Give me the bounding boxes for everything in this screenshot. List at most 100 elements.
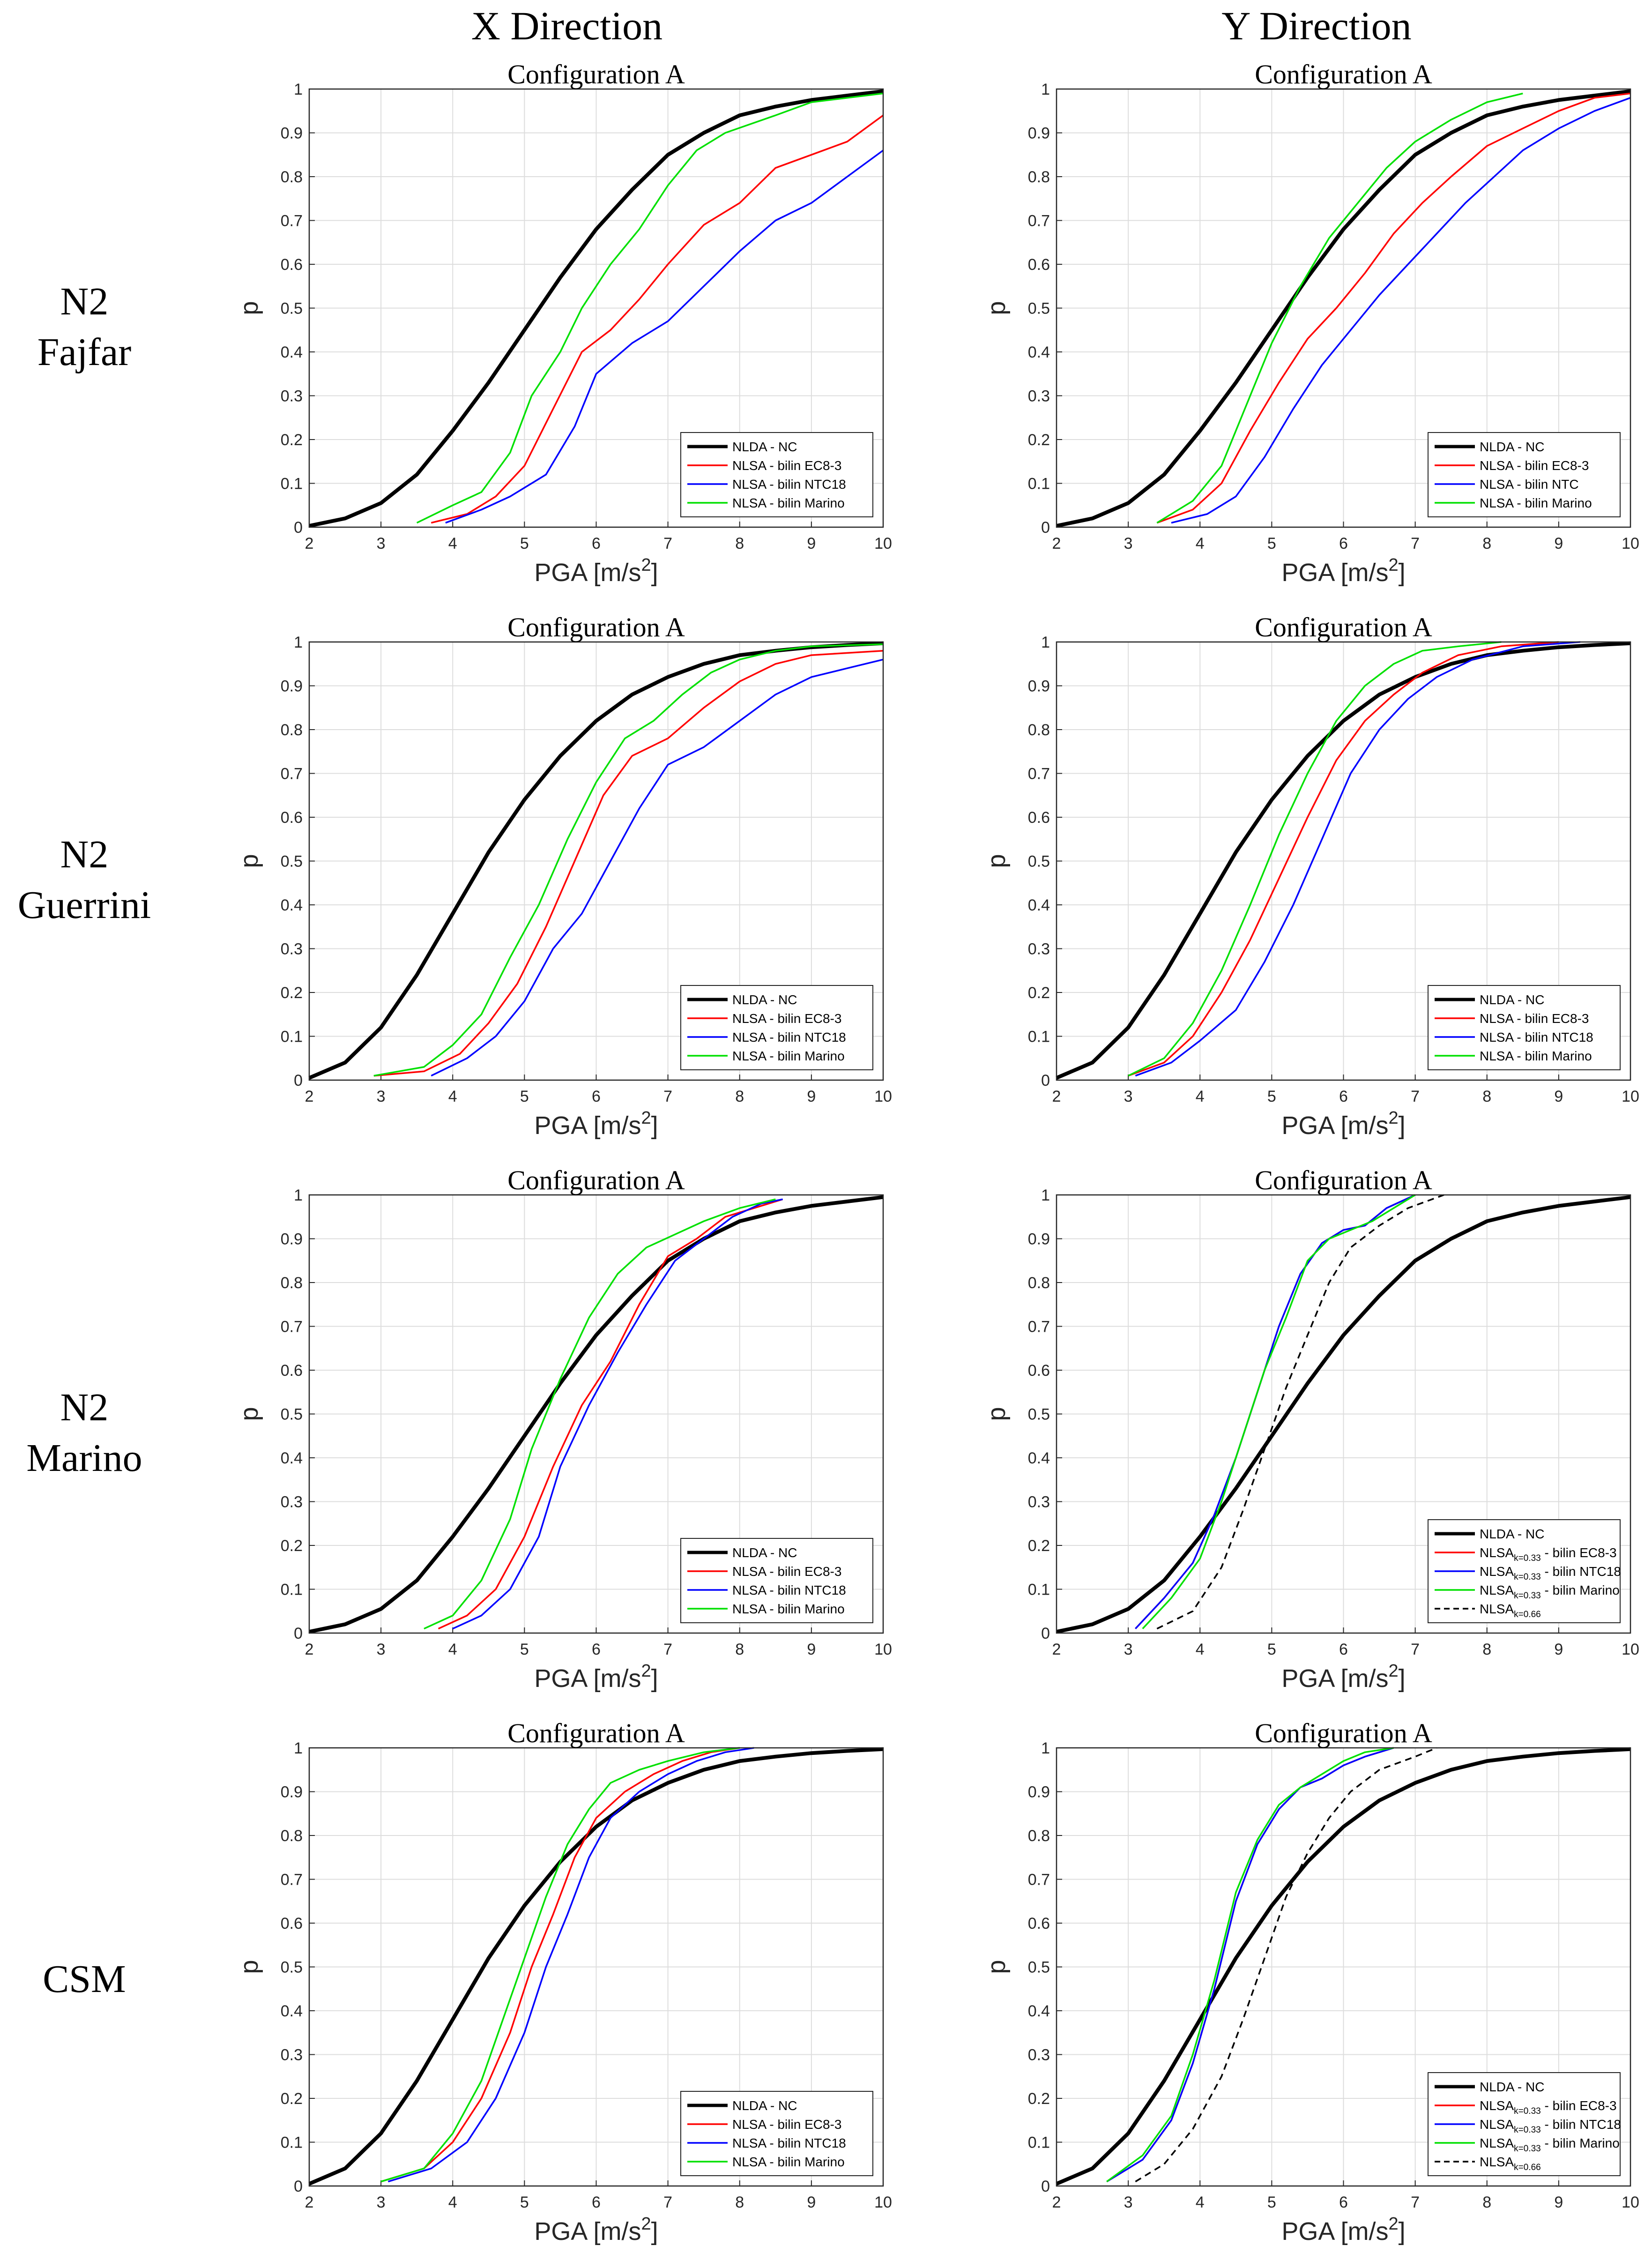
x-tick-label: 3: [377, 535, 386, 552]
x-tick-label: 10: [874, 1088, 892, 1105]
row-label-line1: N2: [60, 833, 109, 876]
legend-label: NLSA - bilin EC8-3: [1480, 1011, 1589, 1026]
legend-label: NLDA - NC: [732, 1545, 797, 1560]
y-tick-label: 0.4: [1028, 343, 1050, 361]
y-tick-label: 0.7: [281, 1871, 303, 1889]
y-tick-label: 0.7: [1028, 765, 1050, 783]
x-tick-label: 7: [1411, 1641, 1420, 1658]
series-line-nc: [1056, 1747, 1631, 2186]
legend-label: NLSA - bilin NTC18: [1480, 1030, 1593, 1044]
y-tick-label: 0.5: [1028, 300, 1050, 318]
legend-label: NLSA - bilin NTC18: [732, 477, 846, 492]
y-tick-label: 0.4: [281, 896, 303, 914]
x-tick-label: 7: [1411, 1088, 1420, 1105]
y-tick-label: 0.4: [1028, 2002, 1050, 2020]
y-axis-label: p: [982, 301, 1011, 315]
y-tick-label: 0.3: [281, 1493, 303, 1511]
x-tick-label: 9: [1554, 2193, 1563, 2211]
plot-frame: [308, 1747, 884, 2187]
x-tick-label: 6: [1339, 1088, 1348, 1105]
series-line-marino: [1142, 1194, 1416, 1629]
row-label-line1: CSM: [43, 1957, 126, 2001]
y-tick-label: 0.6: [281, 256, 303, 274]
x-tick-label: 8: [1482, 2193, 1491, 2211]
y-tick-label: 0.6: [1028, 1915, 1050, 1932]
series-line-nc: [1056, 641, 1631, 1080]
legend-label: NLSA - bilin EC8-3: [732, 1011, 841, 1026]
x-tick-label: 9: [1554, 1088, 1563, 1105]
col-title-y: Y Direction: [1221, 3, 1412, 48]
legend: NLDA - NC NLSA - bilin EC8-3 NLSA - bilin …: [680, 2091, 873, 2176]
series-line-nc: [308, 1747, 884, 2186]
series-line-nc: [309, 1195, 884, 1634]
x-tick-label: 4: [448, 535, 457, 552]
legend-label: NLSAk=0.33 - bilin EC8-3: [1480, 1545, 1617, 1563]
y-tick-label: 0.2: [1028, 2090, 1050, 2108]
plot-frame: [308, 641, 884, 1081]
x-tick-label: 5: [1267, 1641, 1276, 1658]
y-tick-label: 0.2: [281, 2090, 303, 2108]
series-line-ec8: [373, 649, 884, 1077]
x-axis-label: PGA [m/s2]: [534, 2214, 658, 2246]
chart-title: Configuration A: [1255, 1165, 1432, 1195]
x-tick-label: 5: [520, 535, 529, 552]
x-tick-label: 8: [1482, 1641, 1491, 1658]
y-tick-label: 0: [294, 519, 303, 537]
y-tick-label: 0.1: [281, 475, 303, 493]
series-line-nc: [309, 89, 884, 528]
x-tick-label: 2: [1052, 535, 1061, 552]
series-line-ntc: [1135, 1194, 1416, 1629]
y-tick-label: 1: [1041, 634, 1050, 651]
legend-label: NLSAk=0.66: [1480, 1602, 1541, 1619]
y-tick-label: 0.7: [281, 765, 303, 783]
row-label-marino: N2 Marino: [0, 1382, 169, 1484]
legend-label: NLDA - NC: [1480, 992, 1544, 1007]
x-tick-label: 4: [448, 1641, 457, 1658]
y-tick-label: 0.1: [1028, 475, 1050, 493]
series-line-ec8: [380, 1747, 740, 2183]
y-tick-label: 0.9: [281, 1231, 303, 1248]
y-tick-label: 0.5: [1028, 1406, 1050, 1424]
y-tick-label: 0: [1041, 519, 1050, 537]
x-tick-label: 10: [874, 535, 892, 552]
y-tick-label: 0.9: [281, 125, 303, 142]
y-tick-label: 0.3: [1028, 940, 1050, 958]
legend-label: NLSAk=0.66: [1480, 2155, 1541, 2172]
y-tick-label: 0.5: [281, 1406, 303, 1424]
series-line-marino: [416, 92, 884, 524]
x-tick-label: 10: [1622, 2193, 1639, 2211]
y-tick-label: 0.7: [1028, 1318, 1050, 1336]
x-tick-label: 9: [807, 2193, 816, 2211]
row-label-line2: Guerrini: [17, 883, 151, 927]
legend-label: NLSA - bilin EC8-3: [732, 458, 841, 473]
y-axis-label: p: [235, 854, 263, 868]
series-line-ec8: [438, 1198, 783, 1630]
series-line-ntc: [445, 149, 884, 524]
col-title-x: X Direction: [471, 3, 663, 48]
x-tick-label: 3: [377, 2193, 386, 2211]
legend-label: NLDA - NC: [1480, 440, 1544, 454]
legend-label: NLSA - bilin NTC18: [732, 1030, 846, 1044]
row-label-guerrini: N2 Guerrini: [0, 829, 169, 931]
x-tick-label: 2: [305, 1088, 314, 1105]
legend-label: NLDA - NC: [732, 440, 797, 454]
y-tick-label: 1: [1041, 81, 1050, 98]
y-tick-label: 0.9: [1028, 125, 1050, 142]
y-tick-label: 1: [294, 634, 303, 651]
x-tick-label: 9: [807, 1641, 816, 1658]
legend-label: NLSA - bilin Marino: [1480, 1049, 1592, 1063]
y-tick-label: 0.9: [281, 1783, 303, 1801]
y-tick-label: 0.2: [1028, 1537, 1050, 1555]
y-tick-label: 0.8: [281, 1827, 303, 1845]
y-tick-label: 0.5: [281, 300, 303, 318]
series-line-marino: [1128, 641, 1502, 1077]
x-tick-label: 3: [1124, 1088, 1133, 1105]
series-line-marino: [1106, 1747, 1394, 2183]
y-tick-label: 0.2: [1028, 984, 1050, 1002]
legend-label: NLSA - bilin Marino: [1480, 496, 1592, 510]
series-line-ntc: [431, 658, 884, 1077]
x-axis-label: PGA [m/s2]: [534, 1108, 658, 1140]
y-tick-label: 0: [294, 1625, 303, 1642]
y-tick-label: 0.5: [1028, 1959, 1050, 1977]
y-axis-label: p: [982, 854, 1011, 868]
